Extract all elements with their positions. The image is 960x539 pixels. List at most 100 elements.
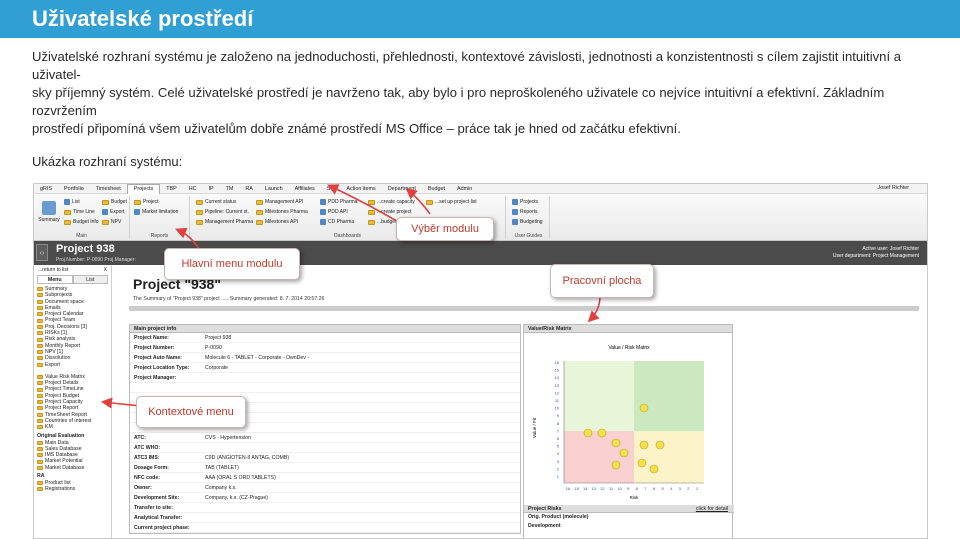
ribbon-export[interactable]: Export: [102, 209, 124, 215]
sidebar-item[interactable]: Summary: [34, 286, 111, 292]
matrix-point[interactable]: [639, 440, 649, 450]
menu-item-action-items[interactable]: Action items: [346, 185, 376, 192]
ribbon-market-limitation[interactable]: Market limitation: [134, 209, 178, 215]
matrix-point[interactable]: [639, 403, 649, 413]
ribbon-budget-info[interactable]: Budget Info: [64, 219, 99, 225]
menu-item-admin[interactable]: Admin: [456, 185, 473, 192]
return-to-list[interactable]: ...return to list X: [34, 266, 111, 275]
menu-item-portfolio[interactable]: Portfolio: [63, 185, 84, 192]
menu-item-budget[interactable]: Budget: [427, 185, 445, 192]
panel-header: Main project info: [130, 325, 520, 333]
ribbon-dash-item[interactable]: PDD Pharma: [320, 199, 357, 205]
menu-item-sc[interactable]: SC: [326, 185, 335, 192]
menu-item-projects[interactable]: Projects: [126, 184, 161, 194]
sidebar-item[interactable]: Countries of interest: [34, 418, 111, 424]
matrix-point[interactable]: [649, 464, 659, 474]
menu-item-ip[interactable]: IP: [208, 185, 214, 192]
sidebar-item[interactable]: Project Capacity: [34, 399, 111, 405]
ribbon-timeline[interactable]: Time Line: [64, 209, 95, 215]
menu-item-launch[interactable]: Launch: [264, 185, 283, 192]
sidebar-item[interactable]: TimeSheet Report: [34, 412, 111, 418]
matrix-point[interactable]: [611, 438, 621, 448]
sidebar-item[interactable]: Monthly Report: [34, 343, 111, 349]
sidebar-item[interactable]: Proj. Decisions [3]: [34, 324, 111, 330]
sidebar-item[interactable]: Project Report: [34, 405, 111, 411]
ribbon-item-label: Budget Info: [73, 219, 99, 225]
folder-icon: [37, 362, 43, 367]
sidebar-item[interactable]: Value Risk Matrix: [34, 374, 111, 380]
collapse-arrows-icon[interactable]: ‹›: [36, 244, 48, 261]
ribbon-create-item[interactable]: ...create capacity: [368, 199, 415, 205]
menu-item-tm[interactable]: TM: [225, 185, 234, 192]
sidebar-item[interactable]: Registrations: [34, 486, 111, 492]
ribbon-dash-item[interactable]: CD Pharma: [320, 219, 354, 225]
menu-item-tbp[interactable]: TBP: [166, 185, 177, 192]
sidebar-item[interactable]: IMS Database: [34, 452, 111, 458]
sidebar-item[interactable]: Subprojects: [34, 292, 111, 298]
sidebar-item[interactable]: RISKs [1]: [34, 330, 111, 336]
sidebar-tabs: Menu List: [37, 275, 108, 284]
sidebar-item[interactable]: Project Budget: [34, 393, 111, 399]
menu-item-hc[interactable]: HC: [188, 185, 197, 192]
matrix-point[interactable]: [611, 460, 621, 470]
ribbon-dash-item[interactable]: Current status: [196, 199, 236, 205]
ribbon-item-label: CD Pharma: [328, 219, 355, 225]
menu-item-ra[interactable]: RA: [245, 185, 253, 192]
risks-detail-link[interactable]: click for detail: [695, 506, 728, 512]
sidebar-item[interactable]: Emails: [34, 305, 111, 311]
ribbon-dash-item[interactable]: Pipeline: Current st.: [196, 209, 249, 215]
ribbon-create-item[interactable]: ...create project: [368, 209, 411, 215]
menu-item-timesheet[interactable]: Timesheet: [95, 185, 121, 192]
summary-button[interactable]: Summary: [37, 201, 61, 223]
tab-list[interactable]: List: [72, 275, 108, 283]
ribbon-dash-item[interactable]: Management API: [256, 199, 303, 205]
sidebar-item[interactable]: Document space: [34, 299, 111, 305]
ribbon-guide-item[interactable]: Budgeting: [512, 219, 543, 225]
sidebar-item[interactable]: Main Data: [34, 440, 111, 446]
info-row: Transfer to site:: [130, 503, 520, 513]
ribbon-budget[interactable]: Budget: [102, 199, 127, 205]
sidebar-item[interactable]: Project TimeLine: [34, 386, 111, 392]
close-icon[interactable]: X: [103, 267, 107, 273]
ribbon-group-label: User Guides: [514, 233, 543, 239]
sidebar-item-label: Market Database: [45, 464, 85, 471]
ribbon-dash-item[interactable]: Milestones Pharma: [256, 209, 308, 215]
matrix-point[interactable]: [655, 440, 665, 450]
matrix-point[interactable]: [619, 448, 629, 458]
matrix-quadrant: [634, 431, 704, 483]
ribbon-dash-item[interactable]: PDD API: [320, 209, 348, 215]
sidebar-item[interactable]: Export: [34, 362, 111, 368]
ribbon-dash-item[interactable]: Management Pharma: [196, 219, 253, 225]
sidebar-item[interactable]: KM: [34, 424, 111, 430]
sidebar-item[interactable]: Sales Database: [34, 446, 111, 452]
menu-item-gris[interactable]: gRIS: [40, 185, 52, 192]
menu-item-affiliates[interactable]: Affiliates: [294, 185, 315, 192]
sidebar-item[interactable]: Market Potential: [34, 458, 111, 464]
ribbon-dash-item[interactable]: Milestones API: [256, 219, 298, 225]
sidebar-item[interactable]: Risk analysis: [34, 336, 111, 342]
sidebar-item[interactable]: Dissolution: [34, 355, 111, 361]
sidebar-item[interactable]: NPV [1]: [34, 349, 111, 355]
sidebar-item[interactable]: Market Database: [34, 465, 111, 471]
tab-menu[interactable]: Menu: [37, 275, 73, 283]
sidebar-item[interactable]: Project Details: [34, 380, 111, 386]
ribbon-guide-item[interactable]: Reports: [512, 209, 538, 215]
y-tick: 4: [557, 451, 560, 456]
sidebar-item[interactable]: Project Calendar: [34, 311, 111, 317]
return-link[interactable]: ...return to list: [38, 267, 69, 273]
ribbon-npv[interactable]: NPV: [102, 219, 121, 225]
info-value: [205, 413, 520, 422]
ribbon-project-report[interactable]: Project: [134, 199, 159, 205]
folder-icon: [37, 487, 43, 492]
matrix-point[interactable]: [597, 428, 607, 438]
ribbon-item-label: Milestones API: [265, 219, 299, 225]
ribbon-create-item[interactable]: ...set up project list: [426, 199, 477, 205]
menu-item-department[interactable]: Department: [387, 185, 416, 192]
sidebar-item[interactable]: Project Team: [34, 317, 111, 323]
sidebar-item[interactable]: Product list: [34, 480, 111, 486]
ribbon-guide-item[interactable]: Projects: [512, 199, 538, 205]
matrix-point[interactable]: [637, 458, 647, 468]
matrix-point[interactable]: [583, 428, 593, 438]
ribbon-list[interactable]: List: [64, 199, 80, 205]
x-tick: 10: [617, 486, 622, 491]
